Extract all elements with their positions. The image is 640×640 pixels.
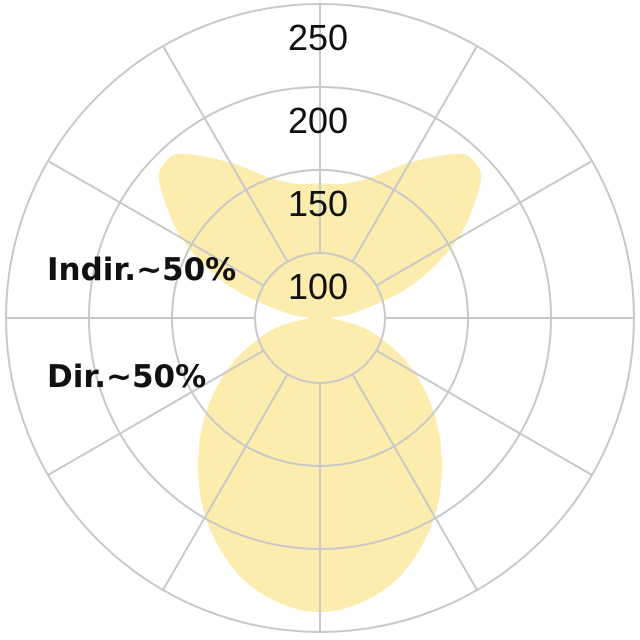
direct-share-label: Dir.~50%	[47, 359, 206, 395]
radial-tick-150: 150	[288, 183, 348, 224]
radial-tick-labels: 100 150 200 250	[288, 17, 348, 307]
indirect-share-label: Indir.~50%	[47, 252, 236, 288]
grid-spoke-330	[162, 373, 289, 591]
polar-grid	[5, 3, 635, 633]
grid-spoke-60	[375, 349, 593, 476]
grid-spoke-120	[375, 160, 593, 287]
radial-tick-200: 200	[288, 100, 348, 141]
radial-tick-100: 100	[288, 266, 348, 307]
grid-spoke-300	[47, 349, 265, 476]
radial-tick-250: 250	[288, 17, 348, 58]
grid-spoke-240	[47, 160, 265, 287]
grid-spoke-210	[162, 45, 289, 263]
grid-spoke-30	[351, 373, 478, 591]
grid-spoke-150	[351, 45, 478, 263]
